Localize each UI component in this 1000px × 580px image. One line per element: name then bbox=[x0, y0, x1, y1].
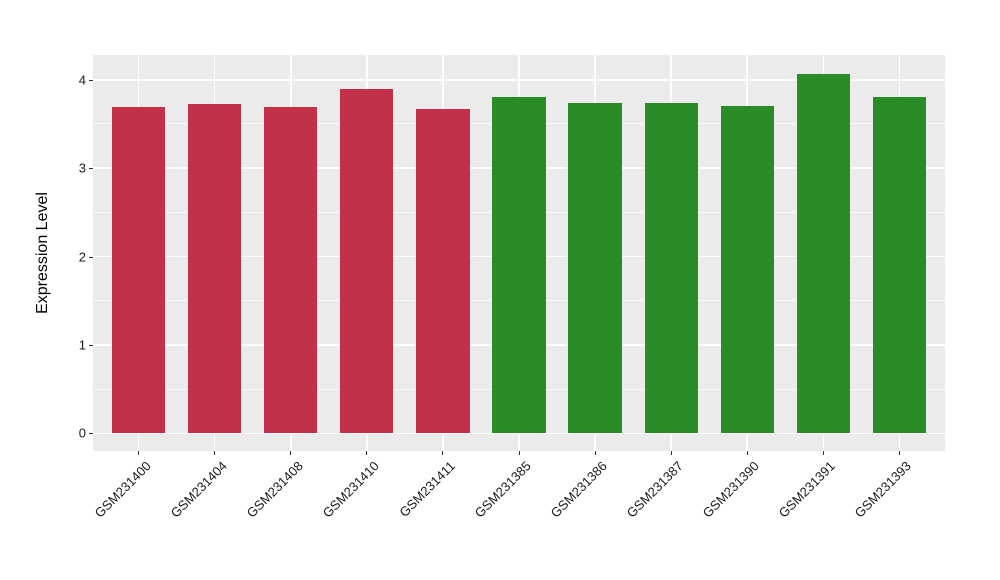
bar-GSM231393 bbox=[872, 97, 926, 434]
bar-GSM231410 bbox=[340, 89, 394, 434]
x-tick-label: GSM231387 bbox=[623, 458, 687, 521]
x-tick-label: GSM231410 bbox=[319, 458, 382, 521]
y-tick-mark bbox=[89, 344, 93, 346]
plot-panel bbox=[93, 55, 945, 451]
x-tick-mark bbox=[670, 451, 672, 455]
y-tick-mark bbox=[89, 168, 93, 170]
x-tick-mark bbox=[442, 451, 444, 455]
y-tick-mark bbox=[89, 433, 93, 435]
x-tick-mark bbox=[518, 451, 520, 455]
bar-GSM231387 bbox=[644, 102, 698, 434]
bar-GSM231408 bbox=[264, 107, 318, 434]
x-tick-mark bbox=[214, 451, 216, 455]
bar-GSM231391 bbox=[796, 74, 850, 434]
x-tick-label: GSM231390 bbox=[699, 458, 763, 521]
x-tick-mark bbox=[746, 451, 748, 455]
y-tick-mark bbox=[89, 256, 93, 258]
y-tick-mark bbox=[89, 79, 93, 81]
x-tick-label: GSM231404 bbox=[167, 458, 230, 521]
x-tick-mark bbox=[290, 451, 292, 455]
y-tick-label: 0 bbox=[78, 425, 86, 441]
x-tick-mark bbox=[594, 451, 596, 455]
y-tick-label: 2 bbox=[78, 249, 86, 265]
bar-GSM231411 bbox=[416, 108, 470, 434]
bar-GSM231390 bbox=[720, 106, 774, 434]
y-tick-label: 3 bbox=[78, 160, 86, 176]
x-tick-label: GSM231408 bbox=[243, 458, 306, 521]
bar-GSM231385 bbox=[492, 96, 546, 434]
x-tick-label: GSM231386 bbox=[547, 458, 610, 521]
x-tick-mark bbox=[138, 451, 140, 455]
x-tick-label: GSM231411 bbox=[396, 458, 458, 520]
x-tick-mark bbox=[366, 451, 368, 455]
x-tick-label: GSM231385 bbox=[471, 458, 534, 521]
y-tick-label: 4 bbox=[78, 72, 86, 88]
bar-GSM231404 bbox=[188, 103, 242, 434]
x-tick-label: GSM231391 bbox=[775, 458, 839, 521]
y-tick-label: 1 bbox=[78, 337, 86, 353]
x-tick-label: GSM231393 bbox=[852, 458, 915, 521]
bar-GSM231386 bbox=[568, 102, 622, 434]
x-tick-mark bbox=[822, 451, 824, 455]
x-tick-label: GSM231400 bbox=[91, 458, 154, 521]
bar-GSM231400 bbox=[112, 107, 166, 434]
x-tick-mark bbox=[898, 451, 900, 455]
